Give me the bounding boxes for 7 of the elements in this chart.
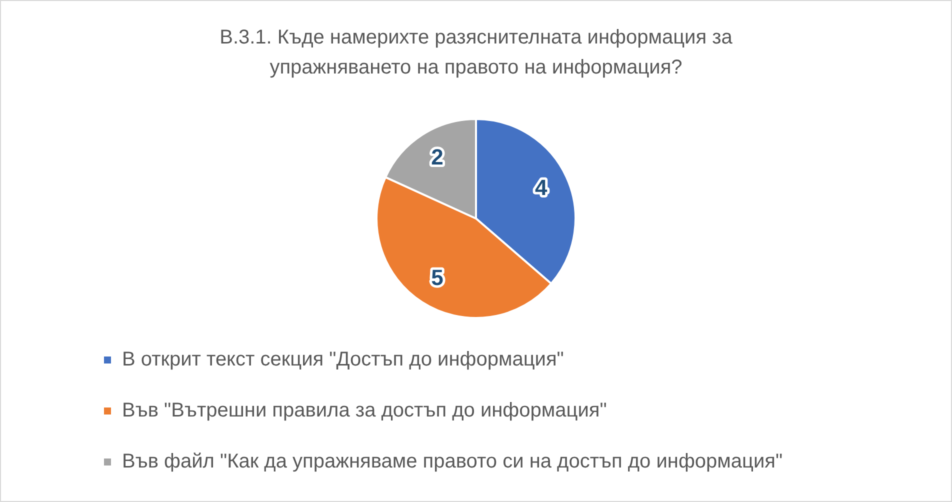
legend-label: В открит текст секция "Достъп до информация": [122, 348, 564, 371]
chart-title: В.3.1. Къде намерихте разяснителната информация за упражняването на правото на информация?: [220, 26, 734, 79]
legend-label: Във файл "Как да упражняваме правото си на достъп до информация": [122, 450, 783, 473]
legend-label: Във "Вътрешни правила за достъп до информация": [122, 400, 607, 422]
data-label: 4: [535, 174, 548, 200]
data-label: 2: [431, 144, 444, 170]
data-label: 5: [431, 264, 444, 290]
